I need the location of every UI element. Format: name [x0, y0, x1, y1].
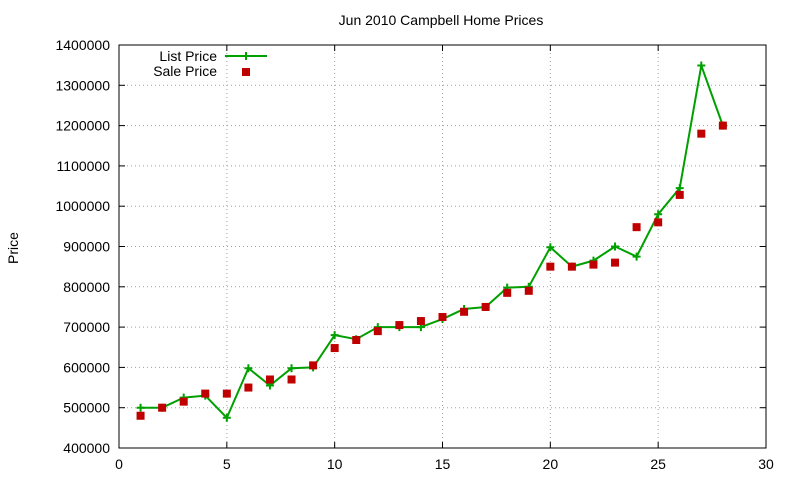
sale-price-point [675, 190, 684, 199]
sale-price-point [201, 389, 210, 398]
y-tick-label: 1400000 [55, 37, 110, 53]
sale-price-point [265, 375, 274, 384]
sale-price-point [416, 317, 425, 326]
sale-price-point [654, 218, 663, 227]
list-price-point [632, 252, 641, 261]
sale-price-point [611, 258, 620, 267]
sale-price-point [158, 403, 167, 412]
y-tick-label: 800000 [63, 279, 110, 295]
list-price-point [287, 364, 296, 373]
x-tick-label: 15 [435, 456, 451, 472]
x-tick-label: 5 [223, 456, 231, 472]
legend-plus-marker [242, 52, 250, 60]
list-price-point [330, 331, 339, 340]
list-price-point [675, 184, 684, 193]
x-tick-label: 30 [758, 456, 774, 472]
legend: List Price Sale Price [153, 48, 267, 79]
list-price-point [222, 413, 231, 422]
list-price-point [654, 210, 663, 219]
sale-price-point [589, 260, 598, 269]
series-layer [136, 61, 727, 422]
y-tick-label: 500000 [63, 400, 110, 416]
sale-price-point [503, 288, 512, 297]
legend-square-marker [242, 68, 250, 76]
y-tick-label: 1200000 [55, 118, 110, 134]
list-price-point [611, 242, 620, 251]
sale-price-point [244, 383, 253, 392]
x-tick-label: 10 [327, 456, 343, 472]
sale-price-point [287, 375, 296, 384]
sale-price-point [352, 335, 361, 344]
sale-price-point [481, 302, 490, 311]
list-price-point [697, 61, 706, 70]
axis-ticks: 400000 500000 600000 700000 800000 900000 1000… [55, 37, 774, 472]
sale-price-point [373, 327, 382, 336]
sale-price-point [718, 121, 727, 130]
sale-price-point [567, 262, 576, 271]
y-tick-label: 900000 [63, 239, 110, 255]
y-tick-label: 700000 [63, 319, 110, 335]
list-price-point [546, 243, 555, 252]
x-tick-label: 25 [650, 456, 666, 472]
y-tick-label: 1100000 [57, 158, 111, 174]
sale-price-point [309, 361, 318, 370]
sale-price-point [524, 286, 533, 295]
sale-price-point [546, 262, 555, 271]
y-tick-label: 1300000 [55, 77, 110, 93]
list-price-point [136, 403, 145, 412]
sale-price-point [330, 344, 339, 353]
sale-price-point [222, 389, 231, 398]
list-price-point [244, 364, 253, 373]
y-tick-label: 400000 [63, 440, 110, 456]
sale-price-point [438, 313, 447, 322]
legend-label-sale-price: Sale Price [153, 63, 217, 79]
sale-price-point [136, 411, 145, 420]
y-tick-label: 1000000 [55, 198, 110, 214]
sale-price-point [460, 307, 469, 316]
y-tick-label: 600000 [63, 359, 110, 375]
sale-price-point [179, 397, 188, 406]
x-tick-label: 0 [115, 456, 123, 472]
x-tick-label: 20 [543, 456, 559, 472]
legend-label-list-price: List Price [159, 48, 217, 64]
chart-title: Jun 2010 Campbell Home Prices [339, 12, 544, 28]
sale-price-point [697, 129, 706, 138]
sale-price-point [395, 321, 404, 330]
sale-price-point [632, 223, 641, 232]
series-line-list-price [140, 64, 724, 419]
y-axis-label: Price [5, 232, 21, 264]
